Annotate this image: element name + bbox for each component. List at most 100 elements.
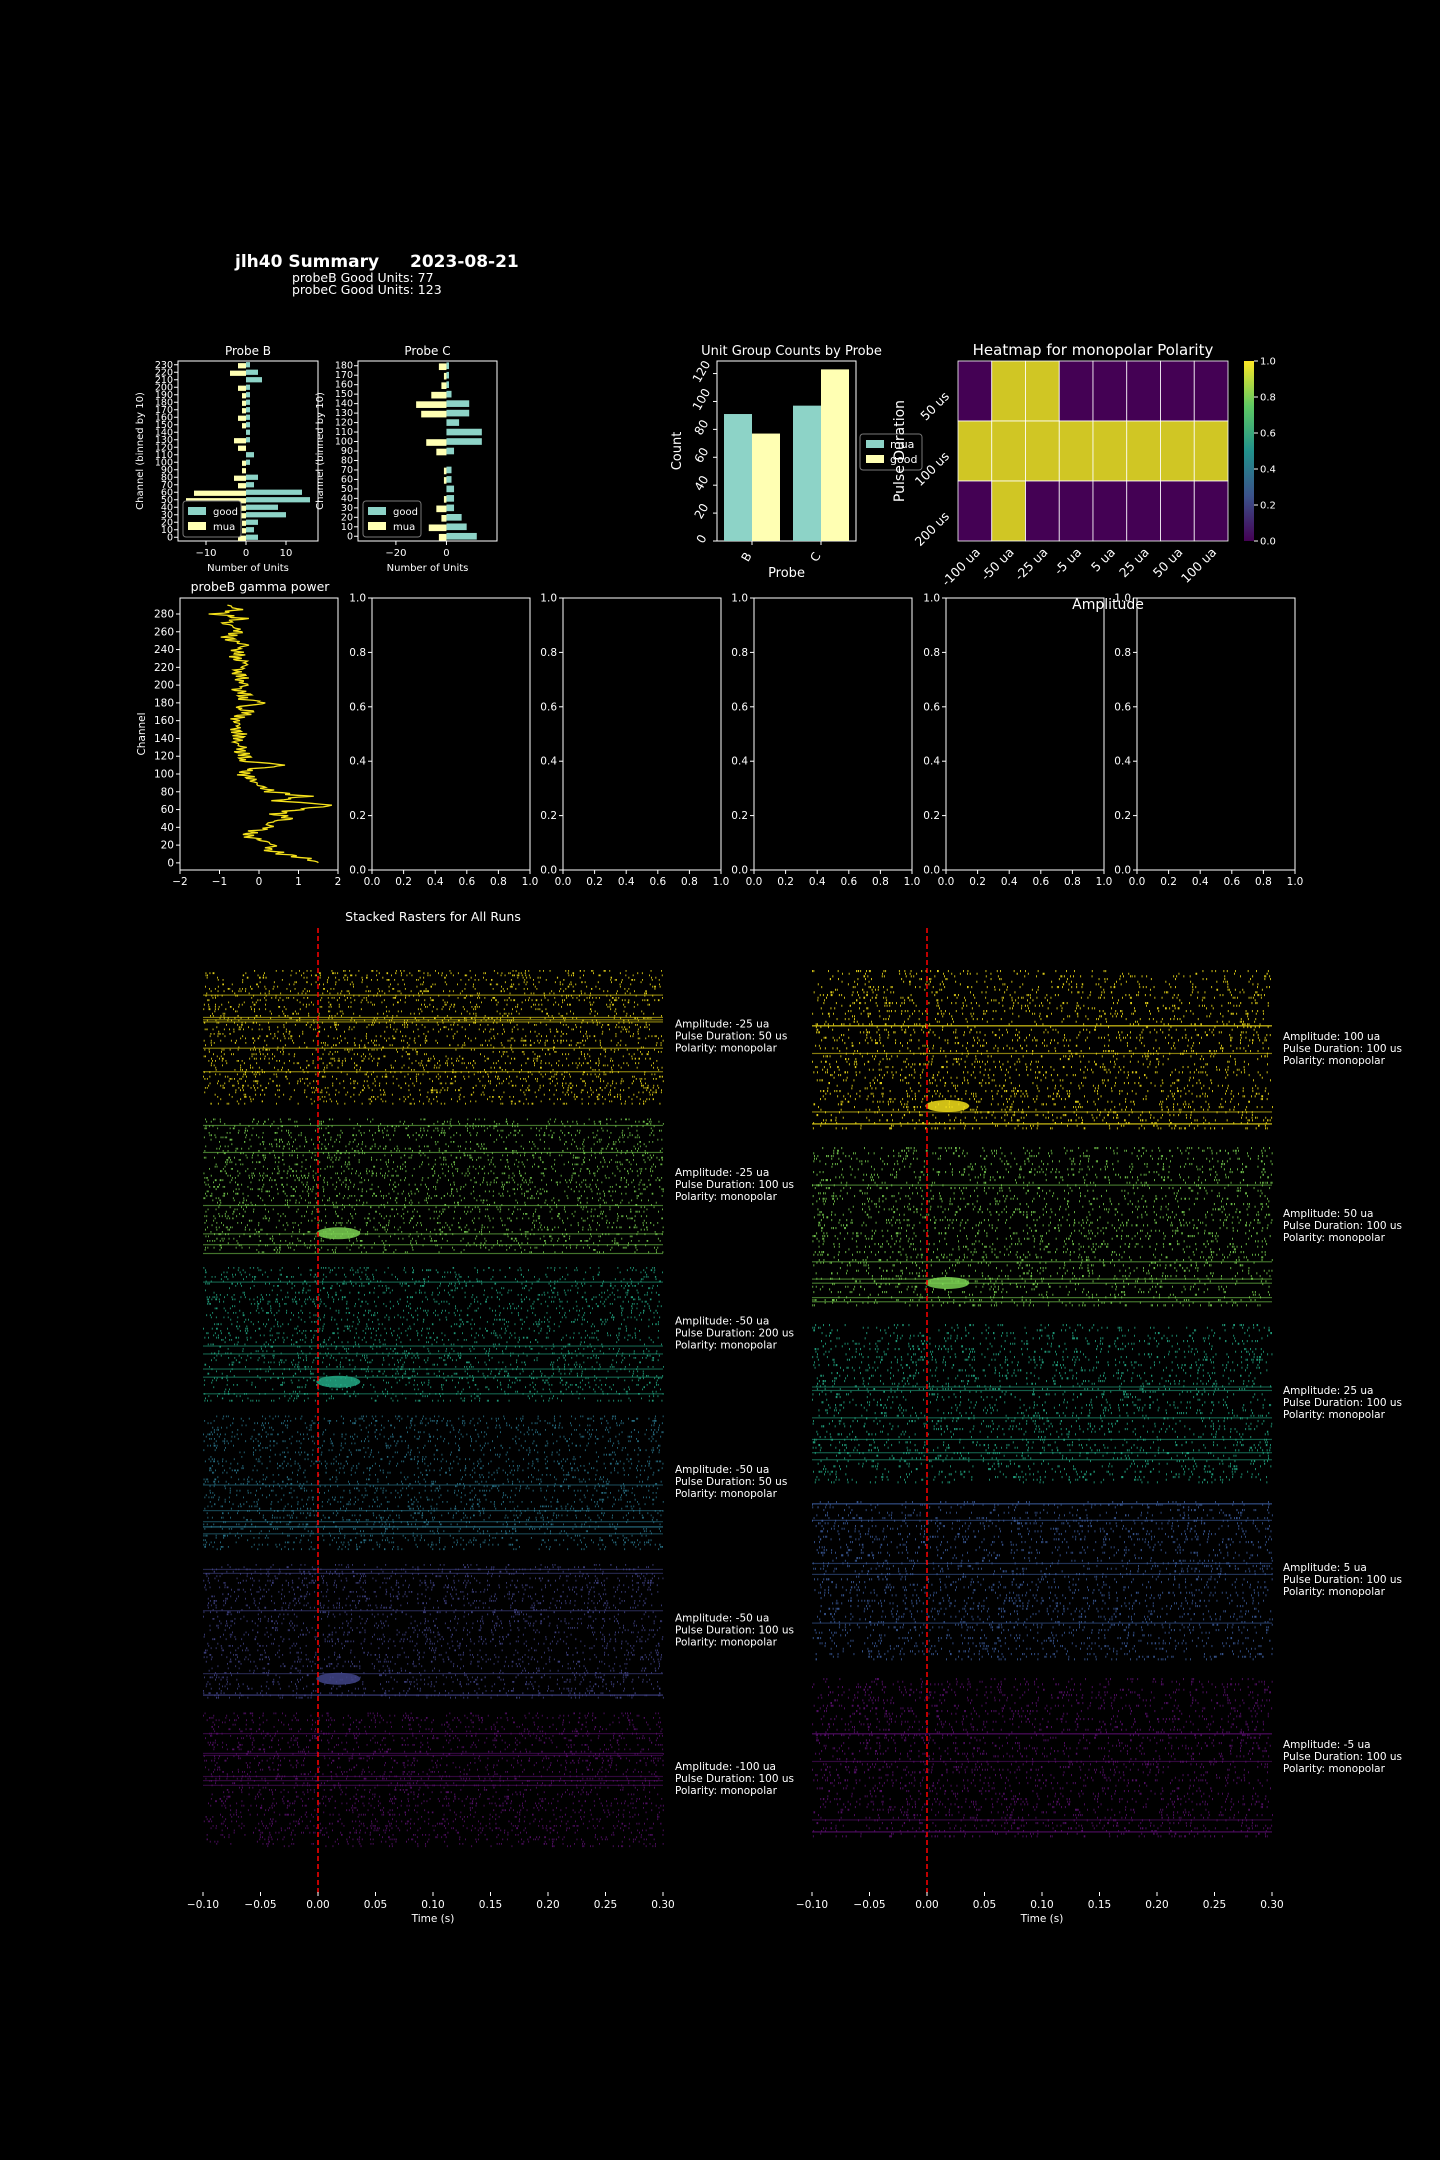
x-tick-label: 0.00 bbox=[306, 1899, 329, 1911]
spike-row bbox=[816, 1232, 1258, 1235]
y-tick-label: 0 bbox=[167, 532, 173, 543]
y-tick-label: 190 bbox=[155, 390, 173, 401]
spike-row bbox=[832, 1559, 1273, 1562]
stim-response bbox=[925, 1277, 970, 1289]
spike-row bbox=[203, 1656, 662, 1659]
spike-band bbox=[203, 1754, 663, 1757]
spike-row bbox=[236, 1321, 659, 1323]
spike-row bbox=[208, 1060, 658, 1062]
good-bar bbox=[446, 371, 449, 379]
spike-row bbox=[213, 1357, 655, 1359]
spike-band bbox=[812, 1452, 1272, 1454]
x-tick-label: 0.8 bbox=[490, 876, 507, 888]
y-tick-label: 100 bbox=[155, 457, 173, 468]
x-axis-label: Number of Units bbox=[387, 563, 469, 574]
y-axis-label: Count bbox=[670, 432, 685, 471]
run-amplitude-label: Amplitude: -5 ua bbox=[1283, 1739, 1371, 1751]
y-tick-label: 0.8 bbox=[1114, 647, 1131, 659]
spike-row bbox=[815, 1658, 1254, 1661]
run-polarity-label: Polarity: monopolar bbox=[675, 1488, 778, 1500]
y-tick-label: 50 bbox=[341, 484, 353, 495]
spike-row bbox=[208, 1395, 659, 1398]
probeB-units-chart: 0102030405060708090100110120130140150160… bbox=[135, 344, 319, 574]
spike-row bbox=[206, 1195, 663, 1197]
legend-label: mua bbox=[213, 522, 235, 533]
spike-band bbox=[203, 1019, 663, 1021]
spike-row bbox=[818, 1192, 1263, 1195]
spike-row bbox=[221, 1339, 652, 1341]
run-amplitude-label: Amplitude: 100 ua bbox=[1283, 1031, 1380, 1043]
spike-row bbox=[207, 1179, 661, 1182]
good-bar bbox=[446, 532, 477, 540]
spike-row bbox=[823, 1763, 1268, 1766]
x-tick-label: 1.0 bbox=[904, 876, 921, 888]
spike-band bbox=[203, 1572, 663, 1574]
heatmap-cell bbox=[991, 480, 1026, 542]
legend-swatch bbox=[368, 522, 386, 530]
spike-row bbox=[209, 988, 656, 990]
spike-band bbox=[203, 1368, 663, 1370]
y-tick-label: 220 bbox=[155, 367, 173, 378]
x-axis-label: Time (s) bbox=[1020, 1913, 1064, 1925]
probeB-good-units: probeB Good Units: 77 bbox=[292, 270, 434, 285]
run-duration-label: Pulse Duration: 50 us bbox=[675, 1476, 787, 1488]
spike-row bbox=[210, 1687, 661, 1690]
spike-row bbox=[822, 1095, 1264, 1098]
spike-row bbox=[817, 1213, 1271, 1216]
spike-row bbox=[206, 1332, 636, 1335]
probeC-good-units: probeC Good Units: 123 bbox=[292, 282, 442, 297]
legend-label: good bbox=[213, 507, 238, 518]
spike-row bbox=[819, 1610, 1272, 1613]
y-tick-label: 1.0 bbox=[540, 593, 557, 605]
spike-band bbox=[812, 1386, 1272, 1388]
mua-bar bbox=[234, 475, 246, 481]
x-tick-label: 0.20 bbox=[1145, 1899, 1168, 1911]
spike-row bbox=[203, 1651, 659, 1654]
spike-band bbox=[203, 1694, 663, 1696]
spike-row bbox=[816, 1710, 1262, 1713]
spike-row bbox=[245, 1519, 658, 1521]
spike-row bbox=[820, 1694, 1259, 1697]
summary-title: jlh40 Summary bbox=[234, 252, 379, 272]
good-bar bbox=[446, 390, 452, 398]
good-bar bbox=[446, 485, 455, 493]
spike-row bbox=[839, 1050, 1259, 1053]
good-bar bbox=[446, 419, 460, 426]
y-axis-label: Pulse Duration bbox=[892, 400, 908, 502]
spike-row bbox=[205, 1210, 659, 1213]
spike-row bbox=[812, 1356, 1261, 1359]
y-tick-label: 200 bbox=[154, 680, 174, 692]
x-tick-label: 10 bbox=[280, 548, 293, 559]
y-tick-label: 20 bbox=[161, 517, 173, 528]
x-tick-label: 1 bbox=[295, 876, 302, 888]
colorbar-tick-label: 0.2 bbox=[1260, 501, 1276, 512]
x-tick-label: −20 bbox=[385, 548, 406, 559]
spike-row bbox=[823, 1509, 1269, 1512]
y-tick-label: 10 bbox=[161, 525, 173, 536]
good-bar bbox=[246, 474, 258, 480]
spike-row bbox=[208, 1577, 664, 1580]
x-tick-label: 0.4 bbox=[1192, 876, 1209, 888]
x-tick-label: 0.30 bbox=[1260, 1899, 1283, 1911]
good-bar bbox=[246, 392, 250, 398]
spike-row bbox=[226, 1159, 663, 1161]
spike-row bbox=[209, 1134, 655, 1137]
mua-bar bbox=[436, 505, 447, 513]
spike-row bbox=[814, 1481, 1268, 1484]
chart-title: Probe B bbox=[225, 344, 271, 358]
spike-row bbox=[812, 1503, 1270, 1506]
empty-axes: 0.0 0.2 0.4 0.6 0.8 1.0 0.0 0.2 0.4 0.6 0.8 1.0 bbox=[540, 593, 729, 889]
spike-band bbox=[812, 1296, 1272, 1299]
x-axis-label: Number of Units bbox=[207, 563, 289, 574]
x-tick-label: 0.00 bbox=[915, 1899, 938, 1911]
heatmap-cell bbox=[1160, 360, 1195, 422]
y-tick-label: 40 bbox=[161, 502, 173, 513]
spike-row bbox=[234, 1591, 659, 1593]
y-tick-label: 160 bbox=[155, 412, 173, 423]
summary-date: 2023-08-21 bbox=[410, 252, 519, 272]
spike-row bbox=[205, 1737, 658, 1740]
spike-row bbox=[821, 1039, 1267, 1042]
good-bar bbox=[446, 381, 449, 388]
spike-row bbox=[213, 1771, 657, 1773]
spike-row bbox=[816, 1200, 1270, 1203]
